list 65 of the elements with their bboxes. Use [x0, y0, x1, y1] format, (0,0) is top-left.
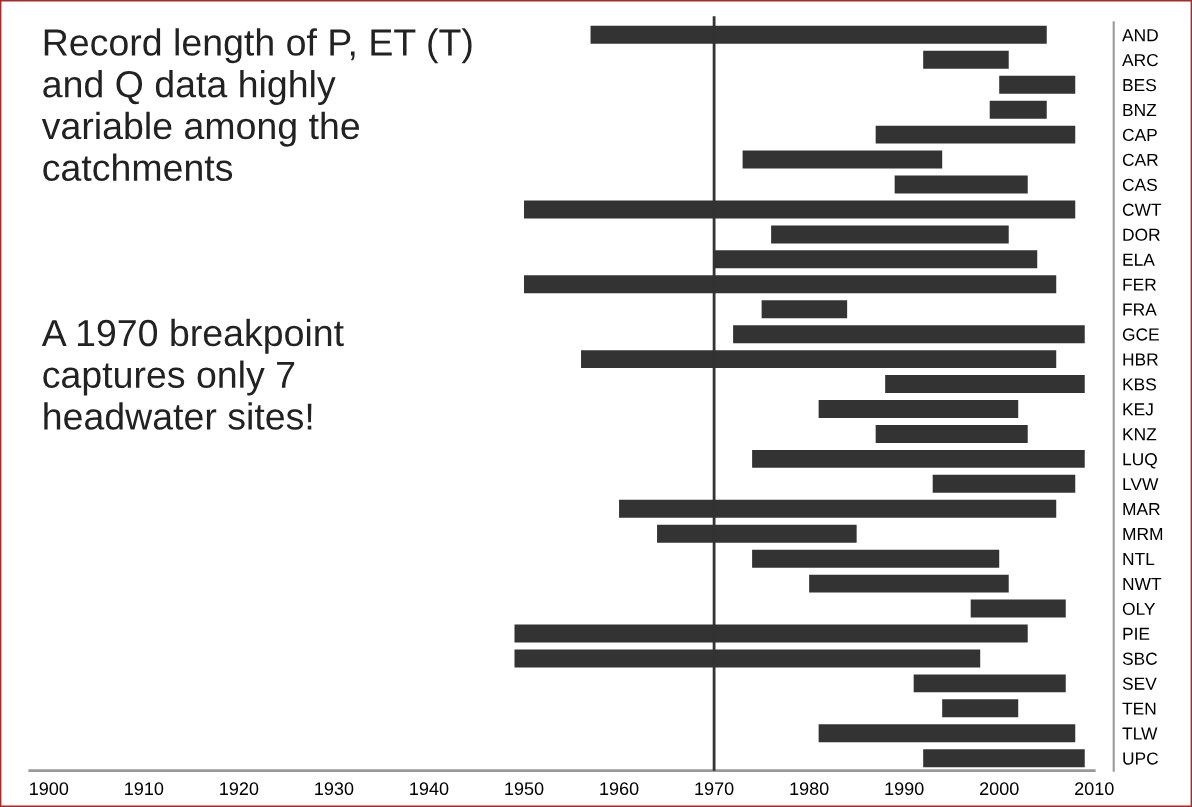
bar [923, 50, 1009, 69]
y-tick-label: KNZ [1123, 428, 1157, 441]
bar [970, 599, 1066, 618]
bar [809, 574, 1009, 593]
bar [913, 674, 1066, 693]
y-tick-label: CAS [1122, 178, 1157, 191]
bar [875, 125, 1076, 144]
y-tick-label: ELA [1123, 253, 1155, 266]
bar [875, 424, 1028, 443]
bar [771, 225, 1009, 244]
bar [752, 449, 1085, 468]
y-tick-label: TEN [1122, 702, 1156, 715]
y-tick-label: MAR [1123, 503, 1160, 516]
y-tick-label: OLY [1122, 602, 1156, 616]
y-tick-label: SEV [1122, 677, 1157, 690]
x-tick-label: 1920 [220, 782, 259, 796]
y-tick-label: LVW [1123, 478, 1159, 491]
y-tick-label: FER [1123, 278, 1156, 291]
y-tick-label: KBS [1123, 378, 1156, 391]
bar [761, 300, 848, 319]
y-tick-label: KEJ [1123, 403, 1153, 416]
y-tick-label: TLW [1122, 727, 1158, 740]
x-tick-label: 1940 [410, 782, 449, 796]
bar [989, 100, 1047, 119]
y-tick-label: CWT [1122, 203, 1162, 216]
y-tick-label: MRM [1123, 528, 1163, 541]
y-tick-label: BES [1123, 78, 1156, 92]
bar [923, 749, 1085, 768]
y-tick-label: UPC [1123, 752, 1159, 765]
x-tick-label: 2010 [1075, 782, 1114, 796]
x-tick-label: 1970 [695, 782, 734, 796]
x-tick-label: 1900 [30, 782, 69, 796]
bar [885, 375, 1085, 394]
y-tick-label: NWT [1123, 577, 1162, 590]
annotation: A 1970 breakpoint captures only 7 headwater sites! [41, 318, 344, 430]
x-tick-label: 1930 [315, 782, 354, 796]
y-tick-label: NTL [1123, 553, 1155, 565]
y-tick-label: BNZ [1123, 104, 1157, 116]
y-tick-label: ARC [1122, 53, 1159, 67]
x-tick-label: 1950 [505, 782, 544, 796]
x-tick-label: 1990 [885, 782, 924, 796]
annotation: Record length of P, ET (T) and Q data highly variable among the catchments [41, 28, 472, 182]
y-tick-label: LUQ [1123, 453, 1157, 469]
bar [818, 724, 1076, 743]
y-tick-label: DOR [1123, 228, 1160, 241]
bar [932, 474, 1076, 493]
y-tick-label: CAR [1122, 153, 1158, 167]
y-tick-label: SBC [1122, 652, 1158, 665]
bar [742, 150, 943, 169]
y-tick-label: AND [1122, 29, 1158, 42]
bar [752, 549, 1000, 568]
x-tick-label: 1980 [790, 782, 829, 796]
y-tick-label: HBR [1123, 353, 1158, 366]
y-tick-label: FRA [1123, 303, 1157, 316]
y-tick-label: GCE [1122, 328, 1159, 341]
bar [733, 325, 1085, 344]
bar [894, 175, 1028, 194]
y-tick-label: CAP [1122, 128, 1157, 142]
bar [999, 75, 1076, 94]
y-tick-label: PIE [1123, 627, 1150, 640]
x-tick-label: 1960 [600, 782, 639, 796]
bar [942, 699, 1019, 718]
x-tick-label: 2000 [980, 782, 1019, 796]
x-tick-label: 1910 [125, 782, 164, 796]
bar [818, 400, 1019, 418]
